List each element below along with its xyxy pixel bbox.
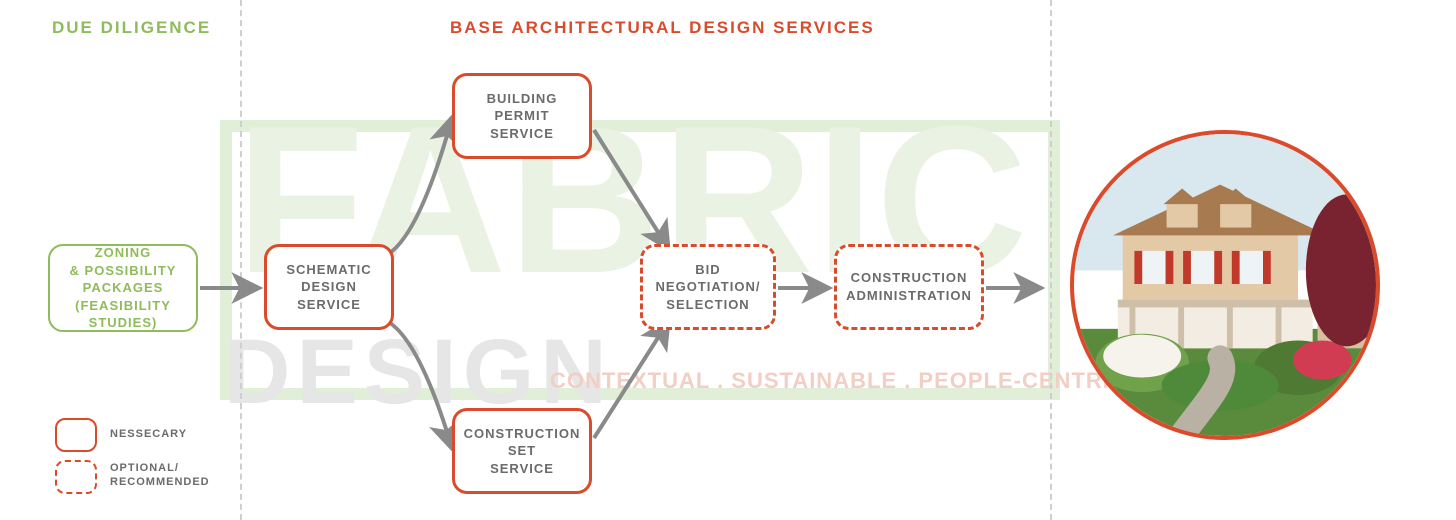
node-schematic: SCHEMATICDESIGN SERVICE: [264, 244, 394, 330]
divider-2: [1050, 0, 1052, 520]
header-due-diligence: DUE DILIGENCE: [52, 18, 211, 38]
result-photo: [1070, 130, 1380, 440]
watermark-tagline: CONTEXTUAL . SUSTAINABLE . PEOPLE-CENTRI…: [550, 368, 1127, 394]
legend-optional-box: [55, 460, 97, 494]
legend-necessary-box: [55, 418, 97, 452]
node-construction-admin: CONSTRUCTIONADMINISTRATION: [834, 244, 984, 330]
node-building-permit: BUILDING PERMITSERVICE: [452, 73, 592, 159]
header-base-services: BASE ARCHITECTURAL DESIGN SERVICES: [450, 18, 875, 38]
node-construction-set: CONSTRUCTION SETSERVICE: [452, 408, 592, 494]
divider-1: [240, 0, 242, 520]
node-bid: BIDNEGOTIATION/SELECTION: [640, 244, 776, 330]
legend-optional-label: OPTIONAL/RECOMMENDED: [110, 462, 210, 490]
node-zoning: ZONING& POSSIBILITYPACKAGES(FEASIBILITY …: [48, 244, 198, 332]
legend-necessary-label: NESSECARY: [110, 428, 187, 442]
